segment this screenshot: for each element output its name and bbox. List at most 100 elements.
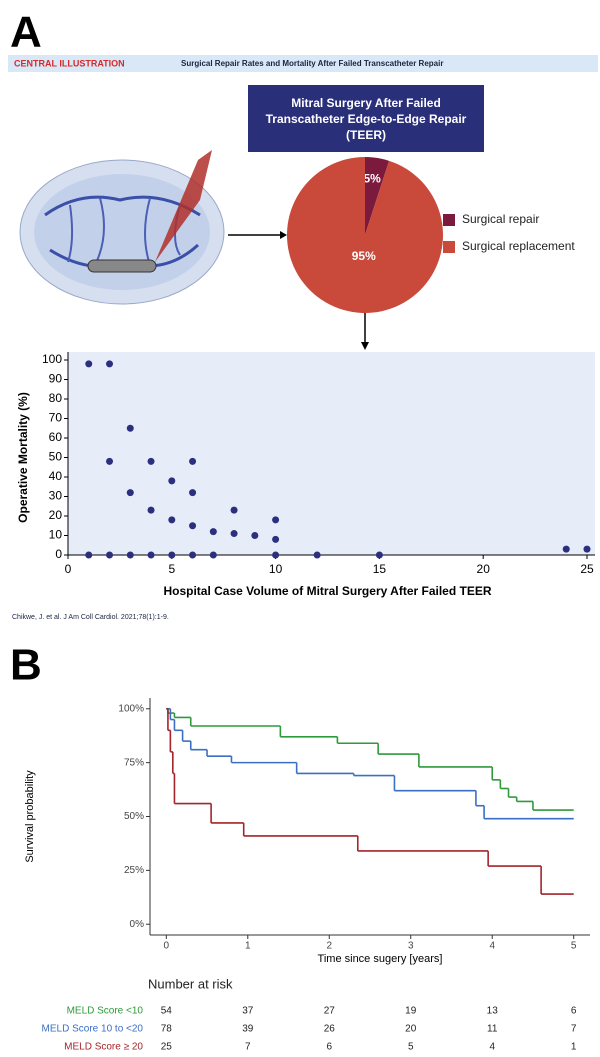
y-tick-label: 90 (49, 372, 63, 386)
arrow-head (361, 342, 369, 350)
valve-illustration (19, 150, 225, 305)
risk-count: 4 (489, 1042, 495, 1053)
scatter-point (189, 489, 197, 497)
scatter-point (251, 532, 259, 539)
risk-count: 6 (326, 1042, 332, 1053)
y-tick-label: 60 (49, 430, 63, 444)
arrow-head (280, 231, 287, 239)
scatter-point (168, 516, 176, 524)
scatter-point (126, 551, 134, 559)
risk-count: 78 (161, 1024, 173, 1035)
legend-swatch (443, 214, 455, 226)
scatter-point (189, 457, 197, 465)
risk-count: 26 (324, 1024, 336, 1035)
risk-row-label: MELD Score 10 to <20 (42, 1024, 144, 1035)
y-tick-label: 25% (124, 865, 144, 876)
risk-table-title: Number at risk (148, 976, 233, 991)
pie-slice (287, 157, 443, 313)
x-tick-label: 15 (373, 562, 387, 576)
x-tick-label: 0 (164, 941, 170, 952)
scatter-point (189, 522, 197, 530)
y-tick-label: 70 (49, 411, 63, 425)
scatter-point (562, 545, 570, 553)
risk-count: 20 (405, 1024, 417, 1035)
legend-label: Surgical replacement (462, 239, 575, 253)
risk-count: 5 (408, 1042, 414, 1053)
pie-slice (365, 157, 390, 235)
legend-swatch (443, 241, 455, 253)
risk-count: 19 (405, 1006, 417, 1017)
x-axis-label: Hospital Case Volume of Mitral Surgery A… (163, 584, 491, 598)
scatter-point (147, 457, 155, 465)
scatter-point (168, 551, 176, 559)
scatter-point (106, 551, 114, 559)
y-tick-label: 100% (118, 703, 144, 714)
pie-title: Mitral Surgery After Failed Transcathete… (248, 85, 484, 152)
y-tick-label: 40 (49, 469, 63, 483)
y-tick-label: 80 (49, 391, 63, 405)
scatter-point (375, 551, 383, 559)
panel-label: A (10, 8, 42, 57)
y-tick-label: 75% (124, 757, 144, 768)
scatter-point (106, 457, 114, 465)
scatter-point (85, 360, 93, 368)
risk-count: 11 (487, 1024, 498, 1035)
scatter-point (126, 489, 134, 497)
banner (8, 55, 598, 72)
x-tick-label: 20 (477, 562, 491, 576)
pie-label: 5% (363, 171, 381, 185)
scatter-point (230, 506, 238, 514)
y-tick-label: 50 (49, 450, 63, 464)
scatter-point (272, 516, 280, 524)
risk-count: 39 (242, 1024, 254, 1035)
x-tick-label: 4 (489, 941, 495, 952)
y-tick-label: 0% (130, 919, 145, 930)
risk-row-label: MELD Score <10 (67, 1006, 144, 1017)
x-tick-label: 2 (326, 941, 332, 952)
risk-count: 37 (242, 1006, 254, 1017)
panel-label: B (10, 641, 42, 690)
banner-tag: CENTRAL ILLUSTRATION (14, 58, 125, 68)
risk-count: 6 (571, 1006, 577, 1017)
risk-count: 1 (571, 1042, 577, 1053)
x-tick-label: 1 (245, 941, 251, 952)
scatter-point (583, 545, 591, 553)
citation: Chikwe, J. et al. J Am Coll Cardiol. 202… (12, 614, 169, 621)
scatter-point (168, 477, 176, 485)
scatter-point (126, 424, 134, 432)
scatter-point (147, 551, 155, 559)
scatter-point (147, 506, 155, 514)
y-tick-label: 50% (124, 811, 144, 822)
scatter-point (209, 528, 217, 536)
y-tick-label: 30 (49, 489, 63, 503)
scatter-point (85, 551, 93, 559)
legend-label: Surgical repair (462, 212, 539, 226)
risk-count: 7 (245, 1042, 251, 1053)
x-tick-label: 0 (65, 562, 72, 576)
plot-area (68, 352, 595, 555)
y-tick-label: 0 (55, 547, 62, 561)
pie-label: 95% (352, 249, 376, 263)
risk-count: 7 (571, 1024, 577, 1035)
y-tick-label: 100 (42, 352, 62, 366)
scatter-point (272, 551, 280, 559)
risk-count: 13 (487, 1006, 499, 1017)
x-axis-label: Time since sugery [years] (318, 953, 443, 965)
y-axis-label: Operative Mortality (%) (16, 392, 30, 523)
banner-title: Surgical Repair Rates and Mortality Afte… (181, 59, 443, 68)
scatter-point (313, 551, 321, 559)
x-tick-label: 5 (168, 562, 175, 576)
risk-count: 54 (161, 1006, 173, 1017)
scatter-point (189, 551, 197, 559)
scatter-point (209, 551, 217, 559)
scatter-point (230, 530, 238, 538)
y-tick-label: 20 (49, 508, 63, 522)
y-axis-label: Survival probability (24, 770, 36, 863)
x-tick-label: 10 (269, 562, 283, 576)
x-tick-label: 25 (580, 562, 594, 576)
y-tick-label: 10 (49, 528, 63, 542)
x-tick-label: 5 (571, 941, 577, 952)
x-tick-label: 3 (408, 941, 414, 952)
